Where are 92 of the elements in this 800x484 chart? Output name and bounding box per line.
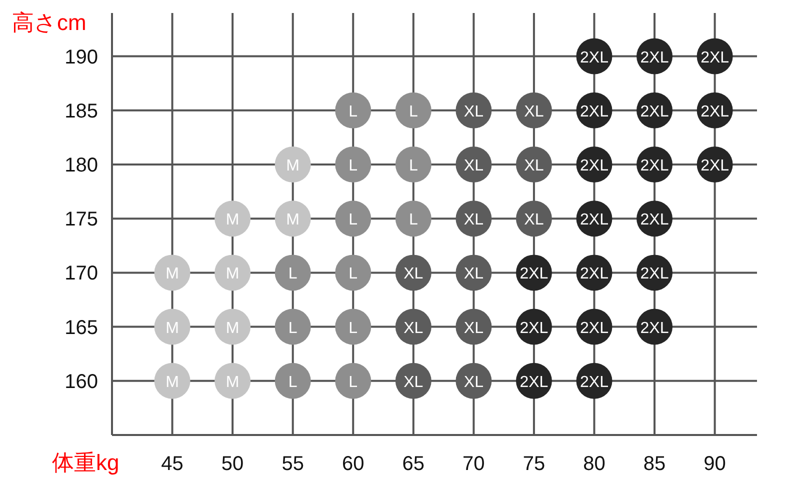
x-tick-label: 50	[221, 453, 244, 475]
text: XL	[524, 157, 544, 174]
text: 2XL	[700, 49, 730, 66]
text: 2XL	[640, 266, 669, 283]
text: M	[166, 374, 179, 391]
point	[214, 200, 251, 237]
y-tick-label: 185	[64, 100, 98, 122]
text: 2XL	[580, 266, 608, 283]
point	[335, 308, 372, 345]
text: L	[288, 374, 298, 391]
text: 2XL	[520, 374, 548, 391]
text: XL	[524, 103, 544, 120]
text: L	[348, 212, 358, 229]
text: 2XL	[520, 266, 548, 283]
point	[154, 308, 190, 345]
text: XL	[524, 212, 544, 229]
text: L	[348, 157, 358, 174]
text: L	[348, 320, 358, 337]
x-axis-title: 体重kg	[52, 450, 120, 475]
text: 2XL	[580, 212, 608, 229]
text: M	[226, 212, 240, 229]
point	[274, 200, 311, 237]
y-axis-title: 高さcm	[12, 10, 86, 35]
x-tick-label: 65	[402, 453, 425, 475]
text: M	[166, 266, 179, 283]
point	[335, 92, 372, 128]
point	[214, 308, 251, 345]
text: 2XL	[580, 320, 608, 337]
text: 2XL	[520, 320, 548, 337]
x-tick-label: 85	[643, 453, 666, 475]
text: L	[348, 374, 358, 391]
point	[274, 254, 311, 291]
point	[274, 308, 311, 345]
point	[214, 362, 251, 399]
series-label: 2XL	[640, 212, 669, 229]
text: XL	[464, 320, 484, 337]
y-tick-label: 180	[64, 154, 98, 176]
point	[274, 146, 311, 182]
x-tick-label: 45	[161, 453, 184, 475]
point	[335, 362, 372, 399]
text: M	[226, 266, 240, 283]
point	[335, 254, 372, 291]
text: XL	[464, 212, 484, 229]
text: L	[348, 266, 358, 283]
y-tick-label: 170	[64, 262, 98, 285]
x-tick-label: 55	[282, 453, 304, 475]
text: L	[408, 212, 418, 229]
y-tick-label: 160	[64, 370, 98, 393]
text: L	[288, 266, 298, 283]
text: XL	[464, 103, 484, 120]
text: XL	[404, 320, 424, 337]
text: L	[408, 157, 418, 174]
x-tick-label: 90	[704, 453, 726, 475]
point	[395, 200, 432, 237]
text: 2XL	[640, 49, 669, 66]
point	[335, 200, 372, 237]
point	[154, 254, 190, 291]
text: 2XL	[640, 157, 669, 174]
text: 2XL	[580, 103, 608, 120]
text: 2XL	[640, 103, 669, 120]
text: XL	[464, 266, 484, 283]
point	[395, 146, 432, 182]
text: XL	[464, 157, 484, 174]
series-label: L	[288, 320, 298, 337]
x-tick-label: 80	[583, 453, 606, 475]
text: 2XL	[580, 374, 608, 391]
text: L	[348, 103, 358, 120]
y-tick-label: 165	[64, 316, 98, 339]
series-label: M	[166, 320, 179, 337]
text: 2XL	[700, 157, 730, 174]
point	[274, 362, 311, 399]
text: 2XL	[580, 49, 608, 66]
x-tick-label: 60	[342, 453, 364, 475]
text: XL	[404, 374, 424, 391]
text: L	[408, 103, 418, 120]
text: M	[226, 320, 240, 337]
text: 2XL	[580, 157, 608, 174]
point	[154, 362, 190, 399]
text: M	[286, 157, 300, 174]
series-label: XL	[464, 374, 484, 391]
x-tick-label: 70	[462, 453, 485, 475]
text: M	[286, 212, 300, 229]
text: 2XL	[700, 103, 730, 120]
y-tick-label: 190	[64, 46, 98, 68]
text: 2XL	[640, 320, 669, 337]
point	[395, 92, 432, 128]
x-tick-label: 75	[522, 453, 546, 475]
text: M	[226, 374, 240, 391]
point	[335, 146, 372, 182]
point	[214, 254, 251, 291]
y-tick-label: 175	[64, 208, 98, 231]
text: XL	[404, 266, 424, 283]
